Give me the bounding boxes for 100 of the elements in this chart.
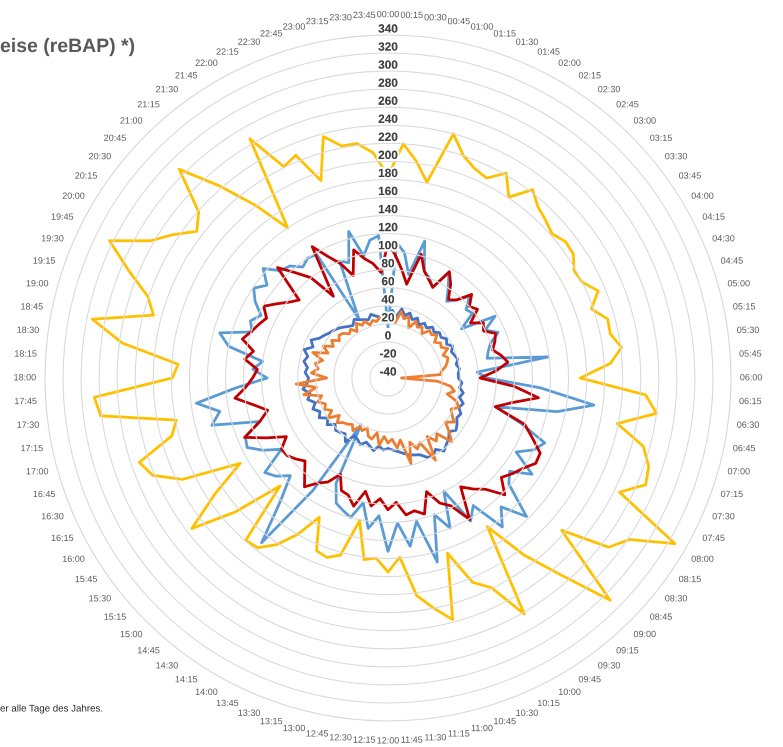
spoke-label: 13:30	[238, 710, 260, 716]
spoke-label: 11:45	[401, 736, 422, 743]
spoke-label: 17:45	[15, 398, 37, 404]
spoke-label: 01:15	[494, 30, 516, 37]
y-tick-label: 280	[378, 78, 398, 87]
spoke-label: 15:00	[120, 630, 142, 638]
spoke-label: 09:00	[634, 630, 656, 638]
spoke-label: 15:30	[89, 595, 111, 602]
y-tick-label: 340	[378, 24, 398, 33]
y-tick-label: 240	[378, 114, 398, 123]
spoke-label: 20:00	[62, 192, 84, 199]
spoke-label: 17:30	[17, 421, 39, 428]
spoke-label: 21:15	[138, 101, 160, 108]
spoke-label: 15:15	[104, 614, 126, 620]
spoke-label: 13:00	[283, 724, 305, 732]
y-tick-label: -20	[380, 349, 396, 358]
spoke-label: 14:30	[156, 662, 178, 669]
spoke-label: 03:15	[650, 134, 672, 141]
spoke-label: 23:15	[306, 18, 328, 24]
spoke-label: 05:45	[739, 350, 762, 357]
spoke-label: 20:15	[75, 172, 97, 179]
spoke-label: 10:45	[494, 718, 516, 724]
spoke-label: 20:30	[89, 152, 111, 160]
spoke-label: 22:30	[238, 38, 260, 45]
spoke-label: 04:30	[712, 235, 734, 242]
spoke-label: 22:45	[260, 30, 282, 37]
spoke-label: 03:30	[665, 152, 688, 160]
spoke-label: 20:45	[104, 134, 126, 141]
spoke-label: 04:00	[692, 192, 714, 199]
y-tick-label: 300	[378, 60, 398, 69]
spoke-label: 18:45	[21, 303, 43, 310]
spoke-label: 14:00	[196, 688, 218, 695]
spoke-label: 05:15	[733, 303, 756, 310]
spoke-label: 06:30	[737, 421, 759, 428]
spoke-label: 19:30	[42, 235, 64, 242]
spoke-label: 08:45	[650, 613, 672, 620]
spoke-label: 10:30	[516, 710, 538, 716]
spoke-label: 09:45	[578, 676, 601, 682]
spoke-label: 22:00	[196, 60, 218, 66]
spoke-label: 03:00	[634, 117, 656, 124]
spoke-label: 04:45	[720, 257, 743, 264]
spoke-label: 16:45	[34, 490, 56, 498]
spoke-label: 19:45	[52, 213, 74, 220]
spoke-label: 23:00	[283, 23, 305, 30]
spoke-label: 11:15	[448, 730, 470, 737]
spoke-label: 15:45	[75, 576, 97, 582]
text: er alle Tage des Jahres.	[0, 704, 102, 714]
spoke-label: 23:30	[330, 14, 352, 20]
y-tick-label: 320	[378, 42, 398, 51]
spoke-label: 07:30	[712, 513, 734, 520]
spoke-label: 14:45	[138, 647, 160, 654]
spoke-label: 01:00	[471, 23, 493, 30]
spoke-label: 08:15	[678, 576, 701, 582]
spoke-label: 16:30	[42, 513, 64, 520]
spoke-label: 01:30	[516, 38, 538, 45]
spoke-label: 21:00	[120, 117, 142, 124]
spoke-label: 07:15	[720, 490, 743, 498]
spoke-label: 11:00	[472, 724, 493, 732]
spoke-label: 16:00	[62, 556, 84, 562]
y-tick-label: 260	[378, 96, 398, 105]
text: eise (reBAP) *)	[0, 38, 134, 56]
spoke-label: 18:00	[14, 374, 36, 380]
spoke-label: 19:15	[34, 257, 56, 264]
spoke-label: 00:30	[424, 14, 446, 20]
spoke-label: 00:00	[377, 10, 399, 18]
spoke-label: 12:45	[306, 730, 328, 737]
spoke-label: 21:45	[175, 72, 198, 78]
y-tick-label: 140	[378, 204, 398, 214]
spoke-label: 09:30	[598, 662, 620, 669]
spoke-label: 11:30	[425, 734, 446, 740]
spoke-label: 00:45	[448, 18, 470, 24]
y-tick-label: 200	[378, 150, 398, 160]
y-tick-label: 0	[385, 331, 391, 340]
spoke-label: 05:00	[728, 280, 750, 286]
spoke-label: 02:15	[578, 72, 601, 78]
spoke-label: 02:45	[616, 101, 638, 108]
spoke-label: 06:00	[740, 374, 762, 380]
spoke-label: 18:15	[15, 350, 37, 357]
spoke-label: 00:15	[400, 12, 423, 18]
spoke-label: 21:30	[156, 86, 178, 92]
spoke-label: 12:00	[377, 737, 399, 744]
spoke-label: 12:30	[330, 734, 352, 740]
spoke-label: 03:45	[678, 172, 701, 179]
spoke-label: 10:15	[538, 700, 560, 706]
spoke-label: 02:30	[598, 86, 620, 92]
spoke-label: 19:00	[26, 280, 48, 286]
spoke-label: 06:15	[739, 398, 762, 404]
y-tick-label: 160	[378, 186, 398, 196]
spoke-label: 22:15	[216, 48, 238, 55]
spoke-label: 23:45	[353, 12, 376, 18]
spoke-label: 14:15	[176, 676, 198, 682]
spoke-label: 08:00	[692, 556, 714, 562]
spoke-label: 16:15	[52, 534, 74, 542]
spoke-label: 02:00	[558, 60, 581, 66]
spoke-label: 09:15	[616, 647, 638, 654]
spoke-label: 08:30	[665, 595, 688, 602]
spoke-label: 06:45	[733, 444, 756, 452]
y-tick-label: 220	[378, 132, 398, 141]
y-tick-label: 100	[378, 240, 398, 250]
spoke-label: 17:00	[26, 468, 48, 474]
